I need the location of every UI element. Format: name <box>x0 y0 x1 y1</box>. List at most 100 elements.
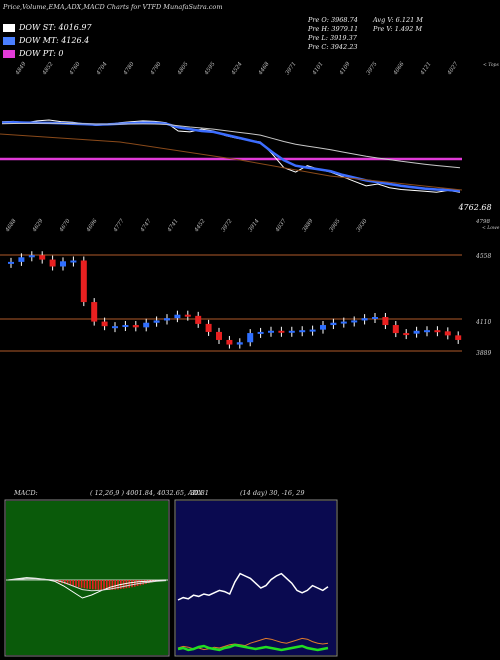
candle-body <box>330 322 337 326</box>
macd-histogram-bar <box>145 580 147 584</box>
pre-low: Pre L: 3919.37 <box>308 34 357 42</box>
pre-close: Pre C: 3942.23 <box>308 43 358 51</box>
top-price-label: 4790 <box>149 61 163 77</box>
legend-dow-pt: DOW PT: 0 <box>3 43 113 58</box>
adx-label: ADX <box>187 489 203 497</box>
candle-body <box>8 261 14 264</box>
macd-histogram-bar <box>139 580 142 586</box>
macd-histogram-bar <box>64 580 66 584</box>
macd-histogram-bar <box>75 580 77 587</box>
macd-histogram-bar <box>128 580 130 588</box>
top-price-label: 3971 <box>285 61 298 76</box>
bottom-price-label: 4741 <box>166 218 180 234</box>
candle-body <box>278 330 285 333</box>
candle-body <box>257 331 264 334</box>
legend-swatch-st <box>3 23 15 32</box>
ema-line-2 <box>1 121 461 193</box>
top-price-label: 4595 <box>203 61 217 77</box>
top-right-lowe: < Lowe <box>482 225 500 231</box>
bottom-price-label: 3914 <box>248 218 261 233</box>
macd-histogram-bar <box>108 580 111 590</box>
long-trend-line <box>0 133 463 191</box>
candle-panel <box>8 251 462 349</box>
macd-histogram-bar <box>125 580 128 589</box>
top-price-label: 4109 <box>338 61 352 77</box>
candle-body <box>80 260 87 303</box>
top-price-label: 3975 <box>366 61 379 76</box>
macd-histogram-bar <box>142 580 144 585</box>
candle-body <box>143 322 150 328</box>
bottom-price-labels: 4688 4629 4670 4696 4777 4747 4741 4452 3972 3914… <box>4 218 369 234</box>
macd-histogram-bar <box>134 580 136 587</box>
candle-body <box>413 330 420 334</box>
macd-histogram-bar <box>103 580 105 590</box>
candle-body <box>361 318 368 321</box>
level-label-high: 4558 <box>475 253 491 260</box>
candle-body <box>288 330 295 333</box>
macd-histogram-bar <box>106 580 108 590</box>
legend-dow-st: DOW ST: 4016.97 <box>3 17 113 32</box>
candle-body <box>205 323 212 332</box>
adx-values: (14 day) 30, -16, 29 <box>240 489 304 497</box>
macd-histogram-bar <box>72 580 74 587</box>
bottom-price-label: 4452 <box>193 218 207 234</box>
candle-body <box>28 255 35 258</box>
macd-histogram-bar <box>78 580 80 588</box>
macd-plot <box>6 577 168 599</box>
top-right-value: 4798 <box>475 219 490 225</box>
top-price-label: 4852 <box>41 61 55 77</box>
adx-line-2 <box>177 637 329 651</box>
candle-body <box>424 330 430 333</box>
legend-label-st: DOW ST: 4016.97 <box>19 23 92 32</box>
macd-histogram-bar <box>131 580 133 588</box>
top-price-label: 4066 <box>392 61 406 77</box>
top-price-label: 4121 <box>419 61 433 77</box>
bottom-price-label: 3972 <box>221 218 234 233</box>
candle-body <box>101 321 108 327</box>
bottom-price-label: 4747 <box>139 218 153 234</box>
candle-body <box>70 260 77 263</box>
candle-body <box>236 342 243 345</box>
candle-body <box>434 330 441 333</box>
adx-bg <box>176 501 336 655</box>
candle-body <box>372 316 378 319</box>
avg-volume: Avg V: 6.121 M <box>373 16 423 24</box>
adx-line-1 <box>177 572 329 601</box>
candle-body <box>351 320 358 323</box>
candle-body <box>392 325 399 334</box>
top-price-label: 4524 <box>230 61 244 77</box>
macd-histogram-bar <box>136 580 139 587</box>
candle-body <box>455 335 462 340</box>
chart-title: Price,Volume,EMA,ADX,MACD Charts for VTF… <box>3 3 223 11</box>
macd-histogram-bar <box>100 580 102 590</box>
top-price-label: 4704 <box>95 61 109 77</box>
ema-panel <box>0 119 463 193</box>
candle-body <box>320 325 326 330</box>
top-price-label: 4027 <box>446 61 460 77</box>
legend-swatch-pt <box>3 49 15 58</box>
macd-label: MACD: <box>13 489 38 497</box>
macd-histogram-bar <box>66 580 69 585</box>
volume-info: Avg V: 6.121 M Pre V: 1.492 M <box>373 16 423 34</box>
legend-label-mt: DOW MT: 4126.4 <box>19 36 90 45</box>
top-price-label: 4780 <box>122 61 136 77</box>
tops-label: < Tops <box>483 62 499 68</box>
candle-body <box>403 333 410 336</box>
macd-histogram-bar <box>89 580 91 590</box>
top-price-label: 4849 <box>14 61 28 77</box>
candle-body <box>195 315 202 324</box>
ema-line-3 <box>1 122 461 169</box>
macd-histogram-bar <box>94 580 97 590</box>
bottom-price-label: 3930 <box>356 218 369 233</box>
pre-high: Pre H: 3979.11 <box>308 25 359 33</box>
candle-body <box>60 261 66 267</box>
macd-histogram-bar <box>86 580 88 589</box>
top-price-label: 4101 <box>311 61 325 77</box>
candle-body <box>226 339 233 345</box>
macd-histogram-bar <box>80 580 83 588</box>
bottom-price-label: 4037 <box>274 218 288 234</box>
macd-histogram-bar <box>69 580 72 586</box>
macd-values: ( 12,26,9 ) 4001.84, 4032.65, -30.81 <box>90 489 209 497</box>
ohlc-info: Pre O: 3968.74 Pre H: 3979.11 Pre L: 391… <box>308 16 358 52</box>
bottom-price-label: 3905 <box>329 218 342 233</box>
